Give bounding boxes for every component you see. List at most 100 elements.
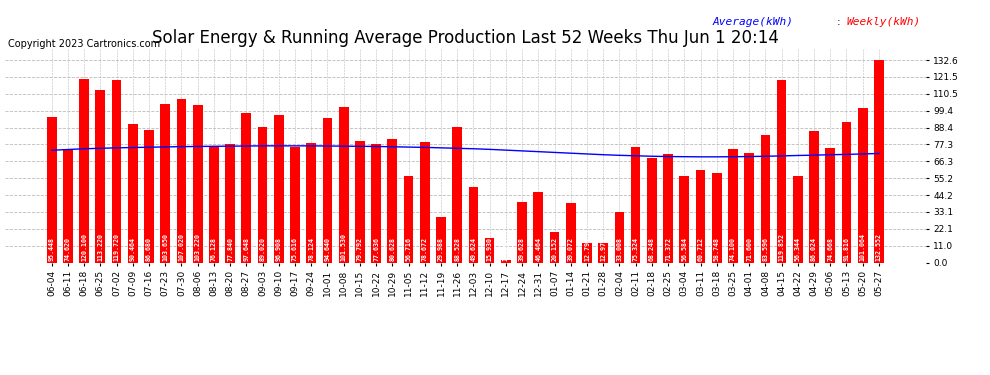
Text: :: : bbox=[837, 17, 843, 27]
Text: 58.748: 58.748 bbox=[714, 237, 720, 261]
Bar bbox=[534, 192, 544, 262]
Bar bbox=[420, 142, 430, 262]
Text: 77.840: 77.840 bbox=[227, 237, 233, 261]
Text: 75.324: 75.324 bbox=[633, 237, 639, 261]
Bar bbox=[242, 113, 251, 262]
Bar bbox=[306, 143, 316, 262]
Bar bbox=[760, 135, 770, 262]
Text: 101.530: 101.530 bbox=[341, 233, 346, 261]
Text: 101.064: 101.064 bbox=[859, 233, 865, 261]
Title: Solar Energy & Running Average Production Last 52 Weeks Thu Jun 1 20:14: Solar Energy & Running Average Productio… bbox=[151, 29, 779, 47]
Bar bbox=[858, 108, 867, 262]
Bar bbox=[696, 170, 705, 262]
Bar bbox=[874, 60, 884, 262]
Text: 86.680: 86.680 bbox=[146, 237, 152, 261]
Text: 132.552: 132.552 bbox=[876, 233, 882, 261]
Bar bbox=[145, 130, 153, 262]
Bar bbox=[47, 117, 56, 262]
Bar bbox=[501, 260, 511, 262]
Text: 46.464: 46.464 bbox=[536, 237, 542, 261]
Bar bbox=[598, 243, 608, 262]
Bar bbox=[566, 203, 575, 262]
Text: 80.628: 80.628 bbox=[389, 237, 395, 261]
Text: 77.636: 77.636 bbox=[373, 237, 379, 261]
Bar bbox=[517, 202, 527, 262]
Text: 20.152: 20.152 bbox=[551, 237, 557, 261]
Text: 49.624: 49.624 bbox=[470, 237, 476, 261]
Text: 107.020: 107.020 bbox=[178, 233, 184, 261]
Text: 74.668: 74.668 bbox=[828, 237, 834, 261]
Bar bbox=[290, 147, 300, 262]
Text: 39.072: 39.072 bbox=[567, 237, 574, 261]
Text: 97.648: 97.648 bbox=[244, 237, 249, 261]
Text: 91.816: 91.816 bbox=[843, 237, 849, 261]
Text: 39.628: 39.628 bbox=[519, 237, 525, 261]
Text: 95.448: 95.448 bbox=[49, 237, 54, 261]
Bar bbox=[712, 173, 722, 262]
Text: 120.100: 120.100 bbox=[81, 233, 87, 261]
Bar bbox=[793, 177, 803, 262]
Text: 113.220: 113.220 bbox=[97, 233, 103, 261]
Bar bbox=[468, 187, 478, 262]
Bar bbox=[355, 141, 364, 262]
Bar bbox=[176, 99, 186, 262]
Bar bbox=[371, 144, 381, 262]
Text: 56.716: 56.716 bbox=[406, 237, 412, 261]
Bar bbox=[95, 90, 105, 262]
Text: 90.464: 90.464 bbox=[130, 237, 136, 261]
Bar bbox=[339, 108, 348, 262]
Text: 88.528: 88.528 bbox=[454, 237, 460, 261]
Text: 74.100: 74.100 bbox=[730, 237, 736, 261]
Bar bbox=[160, 104, 170, 262]
Text: 119.720: 119.720 bbox=[114, 233, 120, 261]
Bar bbox=[63, 148, 72, 262]
Bar bbox=[128, 124, 138, 262]
Text: 1.928: 1.928 bbox=[503, 241, 509, 261]
Bar bbox=[777, 80, 786, 262]
Text: 86.024: 86.024 bbox=[811, 237, 817, 261]
Text: 60.712: 60.712 bbox=[698, 237, 704, 261]
Text: Average(kWh): Average(kWh) bbox=[713, 17, 794, 27]
Bar bbox=[647, 158, 656, 262]
Text: 71.372: 71.372 bbox=[665, 237, 671, 261]
Bar bbox=[631, 147, 641, 262]
Text: 15.930: 15.930 bbox=[487, 237, 493, 261]
Bar bbox=[582, 243, 592, 262]
Bar bbox=[615, 212, 625, 262]
Bar bbox=[485, 238, 494, 262]
Bar bbox=[209, 146, 219, 262]
Bar bbox=[663, 153, 673, 262]
Text: 83.596: 83.596 bbox=[762, 237, 768, 261]
Bar bbox=[112, 80, 122, 262]
Bar bbox=[323, 118, 333, 262]
Bar bbox=[744, 153, 754, 262]
Bar bbox=[679, 176, 689, 262]
Text: 76.128: 76.128 bbox=[211, 237, 217, 261]
Bar bbox=[549, 232, 559, 262]
Bar bbox=[274, 114, 283, 262]
Text: 71.600: 71.600 bbox=[746, 237, 752, 261]
Text: 12.976: 12.976 bbox=[600, 237, 606, 261]
Text: 29.988: 29.988 bbox=[438, 237, 444, 261]
Text: 78.124: 78.124 bbox=[308, 237, 314, 261]
Bar bbox=[809, 131, 819, 262]
Bar bbox=[728, 149, 738, 262]
Text: 119.852: 119.852 bbox=[778, 233, 785, 261]
Bar bbox=[452, 128, 462, 262]
Text: 89.020: 89.020 bbox=[259, 237, 265, 261]
Text: 74.620: 74.620 bbox=[65, 237, 71, 261]
Text: 33.008: 33.008 bbox=[617, 237, 623, 261]
Text: 56.344: 56.344 bbox=[795, 237, 801, 261]
Bar bbox=[826, 148, 836, 262]
Bar bbox=[842, 122, 851, 262]
Text: 96.908: 96.908 bbox=[276, 237, 282, 261]
Text: 56.584: 56.584 bbox=[681, 237, 687, 261]
Text: 79.792: 79.792 bbox=[356, 237, 363, 261]
Text: 78.672: 78.672 bbox=[422, 237, 428, 261]
Text: 75.616: 75.616 bbox=[292, 237, 298, 261]
Bar bbox=[257, 127, 267, 262]
Text: Weekly(kWh): Weekly(kWh) bbox=[846, 17, 921, 27]
Text: 103.220: 103.220 bbox=[195, 233, 201, 261]
Bar bbox=[79, 79, 89, 262]
Text: Copyright 2023 Cartronics.com: Copyright 2023 Cartronics.com bbox=[8, 39, 160, 50]
